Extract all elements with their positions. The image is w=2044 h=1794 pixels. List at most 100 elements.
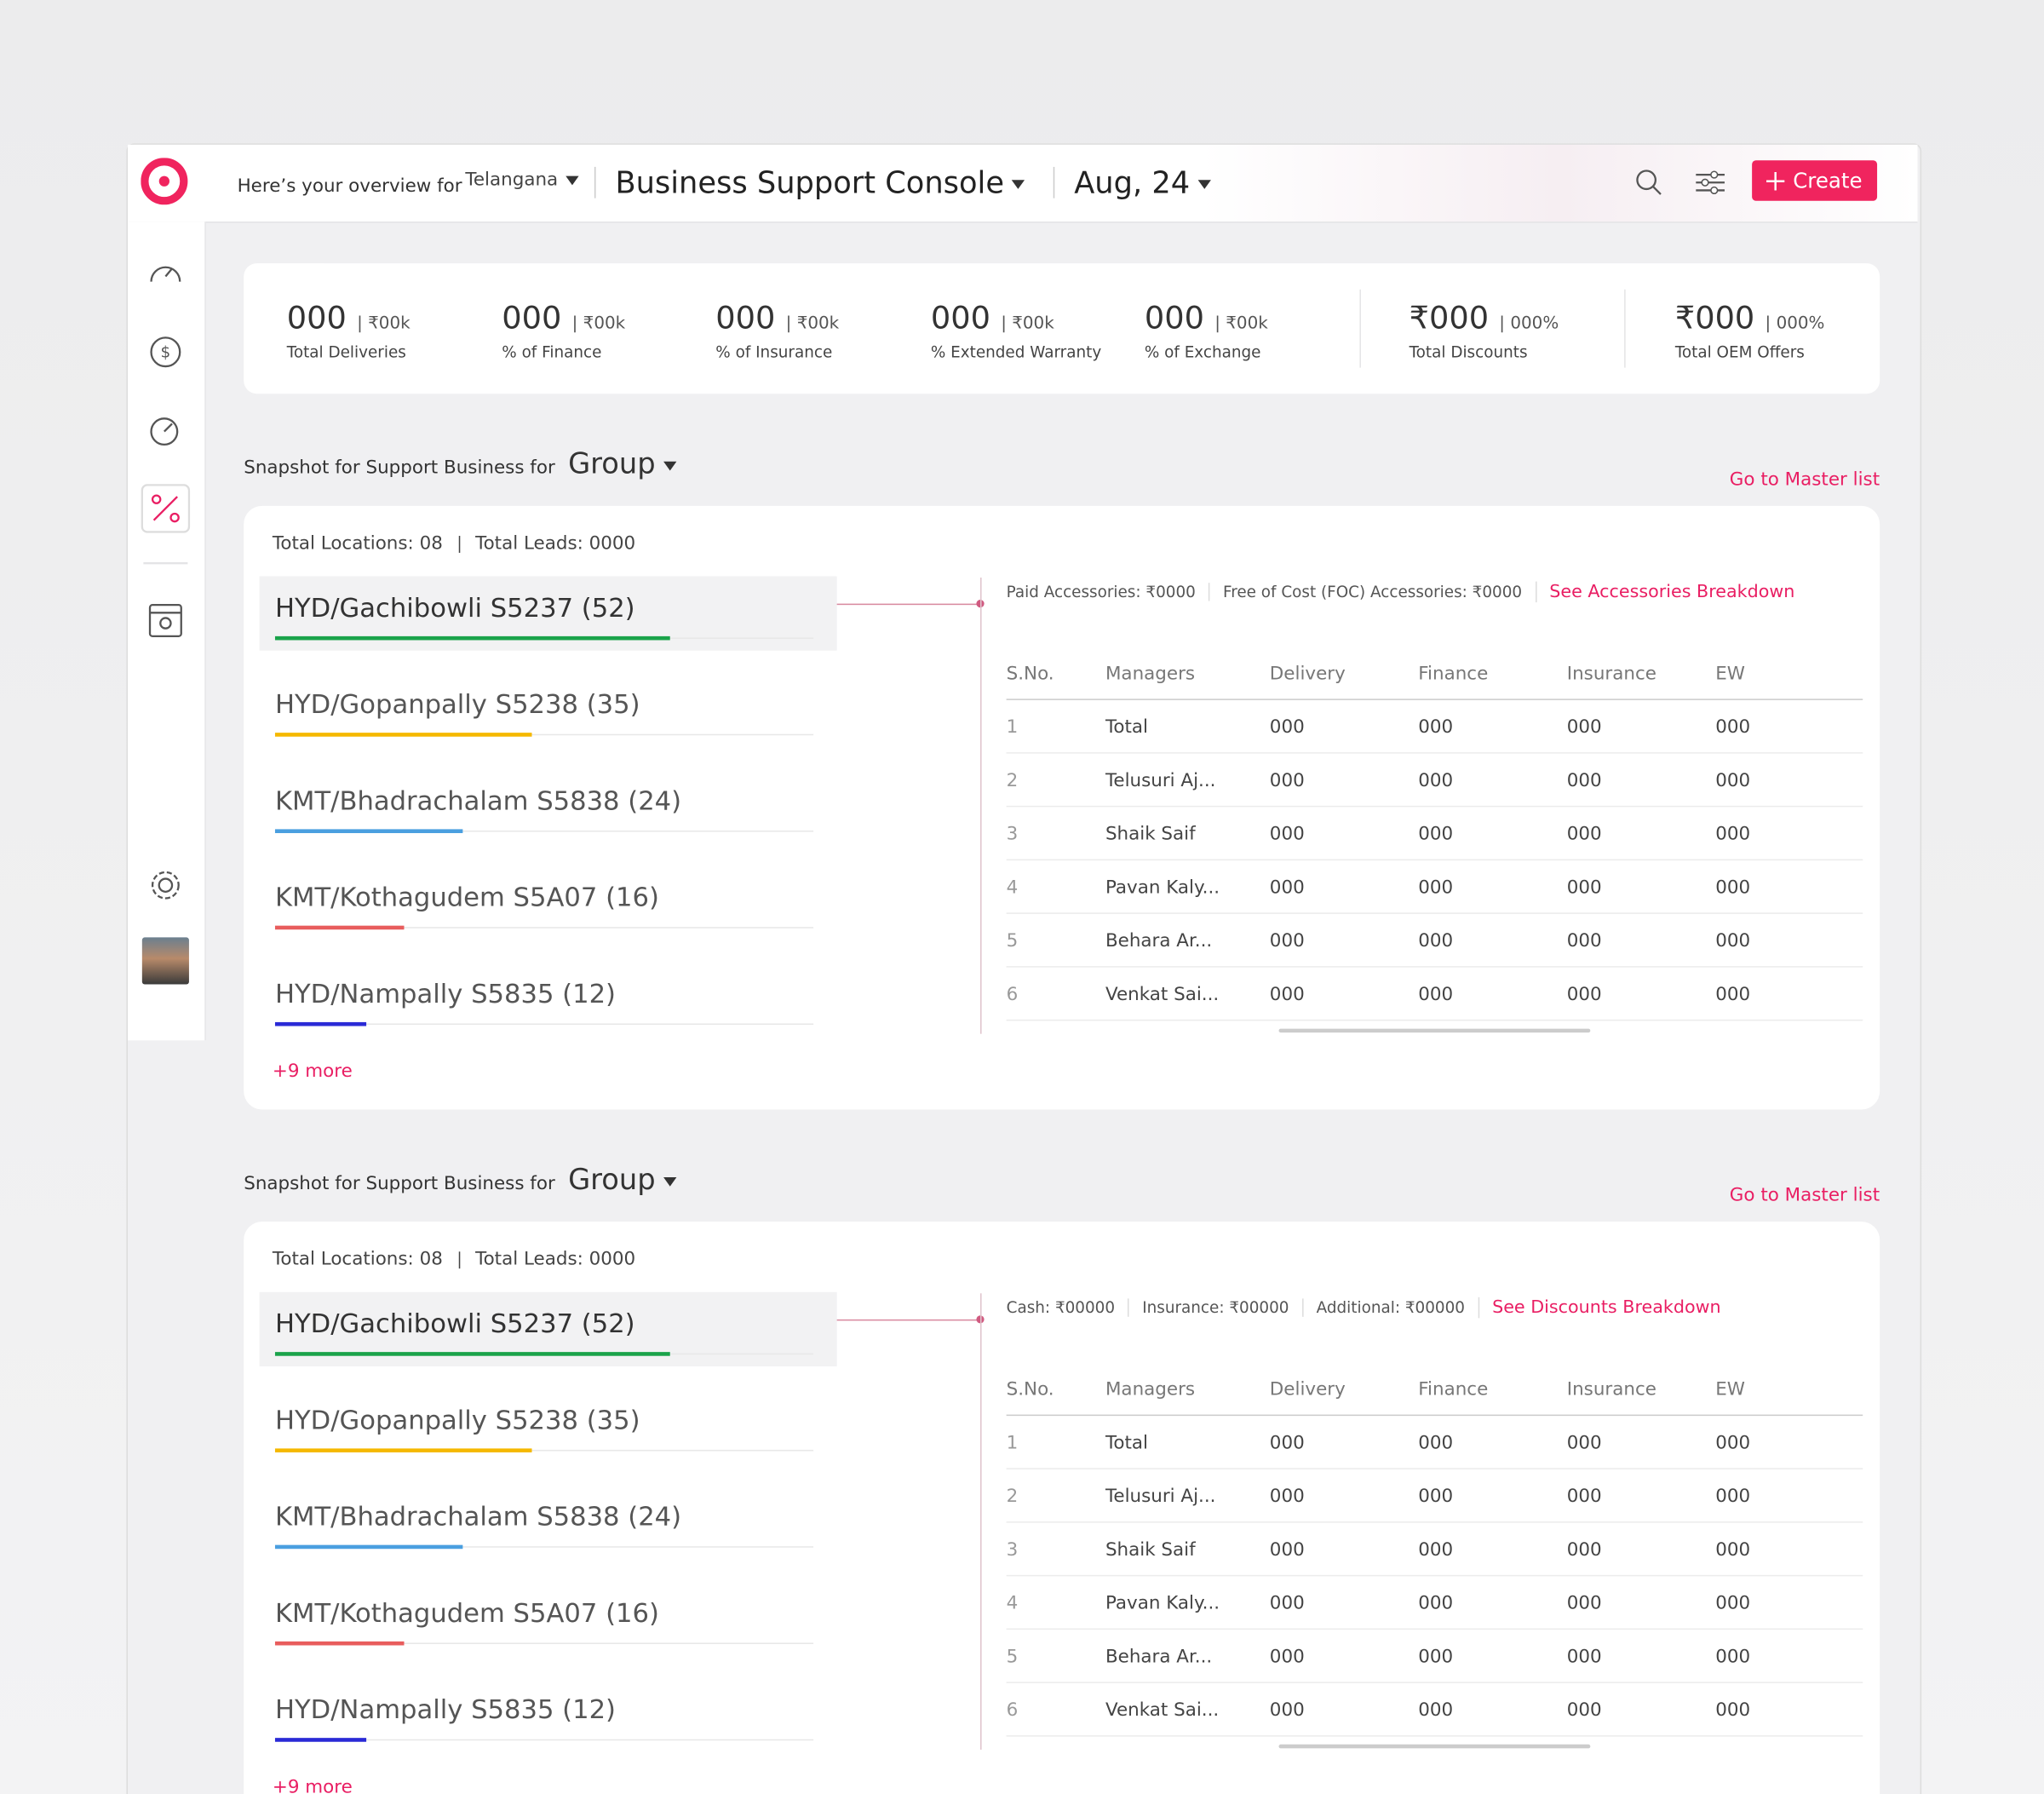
master-link[interactable]: Go to Master list — [1729, 1185, 1880, 1206]
dropdown-caret[interactable] — [1012, 180, 1025, 189]
cell: 000 — [1566, 770, 1602, 792]
cell: 000 — [1566, 1539, 1602, 1561]
logo — [141, 158, 188, 205]
more-link[interactable]: +9 more — [272, 1061, 353, 1083]
column-header: Delivery — [1269, 664, 1346, 685]
kpi-label: % of Insurance — [715, 342, 833, 361]
cell: 4 — [1006, 877, 1019, 899]
cell: Total — [1105, 716, 1149, 739]
breakdown-link[interactable]: See Discounts Breakdown — [1478, 1297, 1734, 1319]
cell: 000 — [1418, 1433, 1454, 1454]
kpi-value: 000 — [930, 300, 990, 336]
dropdown-caret[interactable] — [566, 175, 579, 185]
cell: Shaik Saif — [1105, 824, 1196, 845]
create-label[interactable]: Create — [1793, 168, 1863, 193]
search-icon[interactable] — [1633, 167, 1665, 198]
cell: Venkat Sai... — [1105, 984, 1220, 1006]
console-select[interactable]: Business Support Console — [615, 167, 1025, 203]
location-track — [274, 1739, 814, 1741]
location-track — [274, 1642, 814, 1644]
column-header: S.No. — [1006, 664, 1054, 685]
column-header: Delivery — [1269, 1379, 1346, 1400]
cell: 000 — [1715, 1699, 1751, 1722]
location-track — [274, 830, 814, 832]
vertical-rule — [980, 1293, 982, 1750]
column-header: Managers — [1105, 1379, 1196, 1400]
settings-icon[interactable] — [146, 865, 185, 905]
cell: 000 — [1715, 716, 1751, 739]
cell: Total — [1105, 1433, 1149, 1454]
row-rule — [1006, 1521, 1863, 1523]
cell: 000 — [1269, 1539, 1305, 1561]
scrollbar[interactable] — [1278, 1028, 1591, 1033]
scope[interactable]: Group — [568, 1164, 656, 1197]
scope-select[interactable]: Group — [568, 1164, 677, 1199]
summary-card — [244, 263, 1880, 394]
kpi-label: Total OEM Offers — [1674, 342, 1805, 361]
region[interactable]: Telangana — [465, 169, 559, 191]
cell: 3 — [1006, 1539, 1019, 1561]
section-title: Snapshot for Support Business for Group — [244, 1164, 677, 1199]
cell: 000 — [1715, 1647, 1751, 1668]
scope-select[interactable]: Group — [568, 448, 677, 482]
location-name[interactable]: KMT/Bhadrachalam S5838 (24) — [274, 1500, 682, 1532]
row-rule — [1006, 805, 1863, 808]
cell: 5 — [1006, 930, 1019, 952]
location-bar — [274, 1448, 532, 1452]
scrollbar[interactable] — [1278, 1744, 1591, 1749]
region-select[interactable]: Telangana — [465, 169, 579, 192]
period-select[interactable]: Aug, 24 — [1074, 166, 1211, 203]
row-rule — [1006, 912, 1863, 914]
cell: 000 — [1269, 1486, 1305, 1508]
kpi-label: % of Exchange — [1144, 342, 1261, 361]
location-name[interactable]: KMT/Bhadrachalam S5838 (24) — [274, 785, 682, 817]
dropdown-caret[interactable] — [663, 1176, 677, 1186]
row-rule — [1006, 859, 1863, 861]
cell: 1 — [1006, 1433, 1019, 1454]
create-button[interactable]: Create — [1752, 160, 1878, 201]
location-name[interactable]: HYD/Nampally S5835 (12) — [274, 1693, 616, 1725]
kpi-sub: | ₹00k — [1214, 313, 1268, 334]
location-track — [274, 1023, 814, 1025]
location-name[interactable]: HYD/Nampally S5835 (12) — [274, 977, 616, 1009]
cell: Pavan Kaly... — [1105, 877, 1220, 899]
dropdown-caret[interactable] — [663, 461, 677, 470]
master-link[interactable]: Go to Master list — [1729, 469, 1880, 491]
cell: 000 — [1418, 716, 1454, 739]
kpi-value: 000 — [286, 300, 347, 336]
cell: 000 — [1566, 1486, 1602, 1508]
cell: 000 — [1269, 824, 1305, 845]
cell: 000 — [1566, 930, 1602, 952]
location-name[interactable]: HYD/Gachibowli S5237 (52) — [274, 1308, 635, 1339]
location-bar — [274, 1641, 405, 1646]
location-name[interactable]: KMT/Kothagudem S5A07 (16) — [274, 881, 659, 913]
cell: 1 — [1006, 716, 1019, 739]
info-item: Insurance: ₹00000 — [1128, 1298, 1301, 1318]
location-name[interactable]: HYD/Gachibowli S5237 (52) — [274, 591, 635, 624]
cell: 000 — [1269, 877, 1305, 899]
cell: 6 — [1006, 1699, 1019, 1722]
info-item: Additional: ₹00000 — [1301, 1298, 1478, 1318]
avatar[interactable] — [141, 937, 189, 985]
separator — [458, 535, 460, 553]
console[interactable]: Business Support Console — [615, 166, 1004, 201]
more-link[interactable]: +9 more — [272, 1777, 353, 1794]
cell: 000 — [1566, 824, 1602, 845]
scope[interactable]: Group — [568, 448, 656, 481]
period[interactable]: Aug, 24 — [1074, 166, 1191, 201]
sidebar-icons[interactable]: $ — [141, 248, 192, 639]
row-rule — [1006, 966, 1863, 968]
cell: 2 — [1006, 770, 1019, 792]
filter-icon[interactable] — [1693, 167, 1727, 198]
cell: 000 — [1418, 877, 1454, 899]
info-line: Paid Accessories: ₹0000 Free of Cost (FOC… — [1007, 581, 1808, 603]
location-name[interactable]: KMT/Kothagudem S5A07 (16) — [274, 1596, 659, 1629]
breakdown-link[interactable]: See Accessories Breakdown — [1535, 581, 1807, 603]
cell: 6 — [1006, 984, 1019, 1006]
location-name[interactable]: HYD/Gopanpally S5238 (35) — [274, 1404, 640, 1436]
dropdown-caret[interactable] — [1197, 180, 1211, 189]
location-name[interactable]: HYD/Gopanpally S5238 (35) — [274, 688, 640, 720]
row-rule — [1006, 1735, 1863, 1737]
